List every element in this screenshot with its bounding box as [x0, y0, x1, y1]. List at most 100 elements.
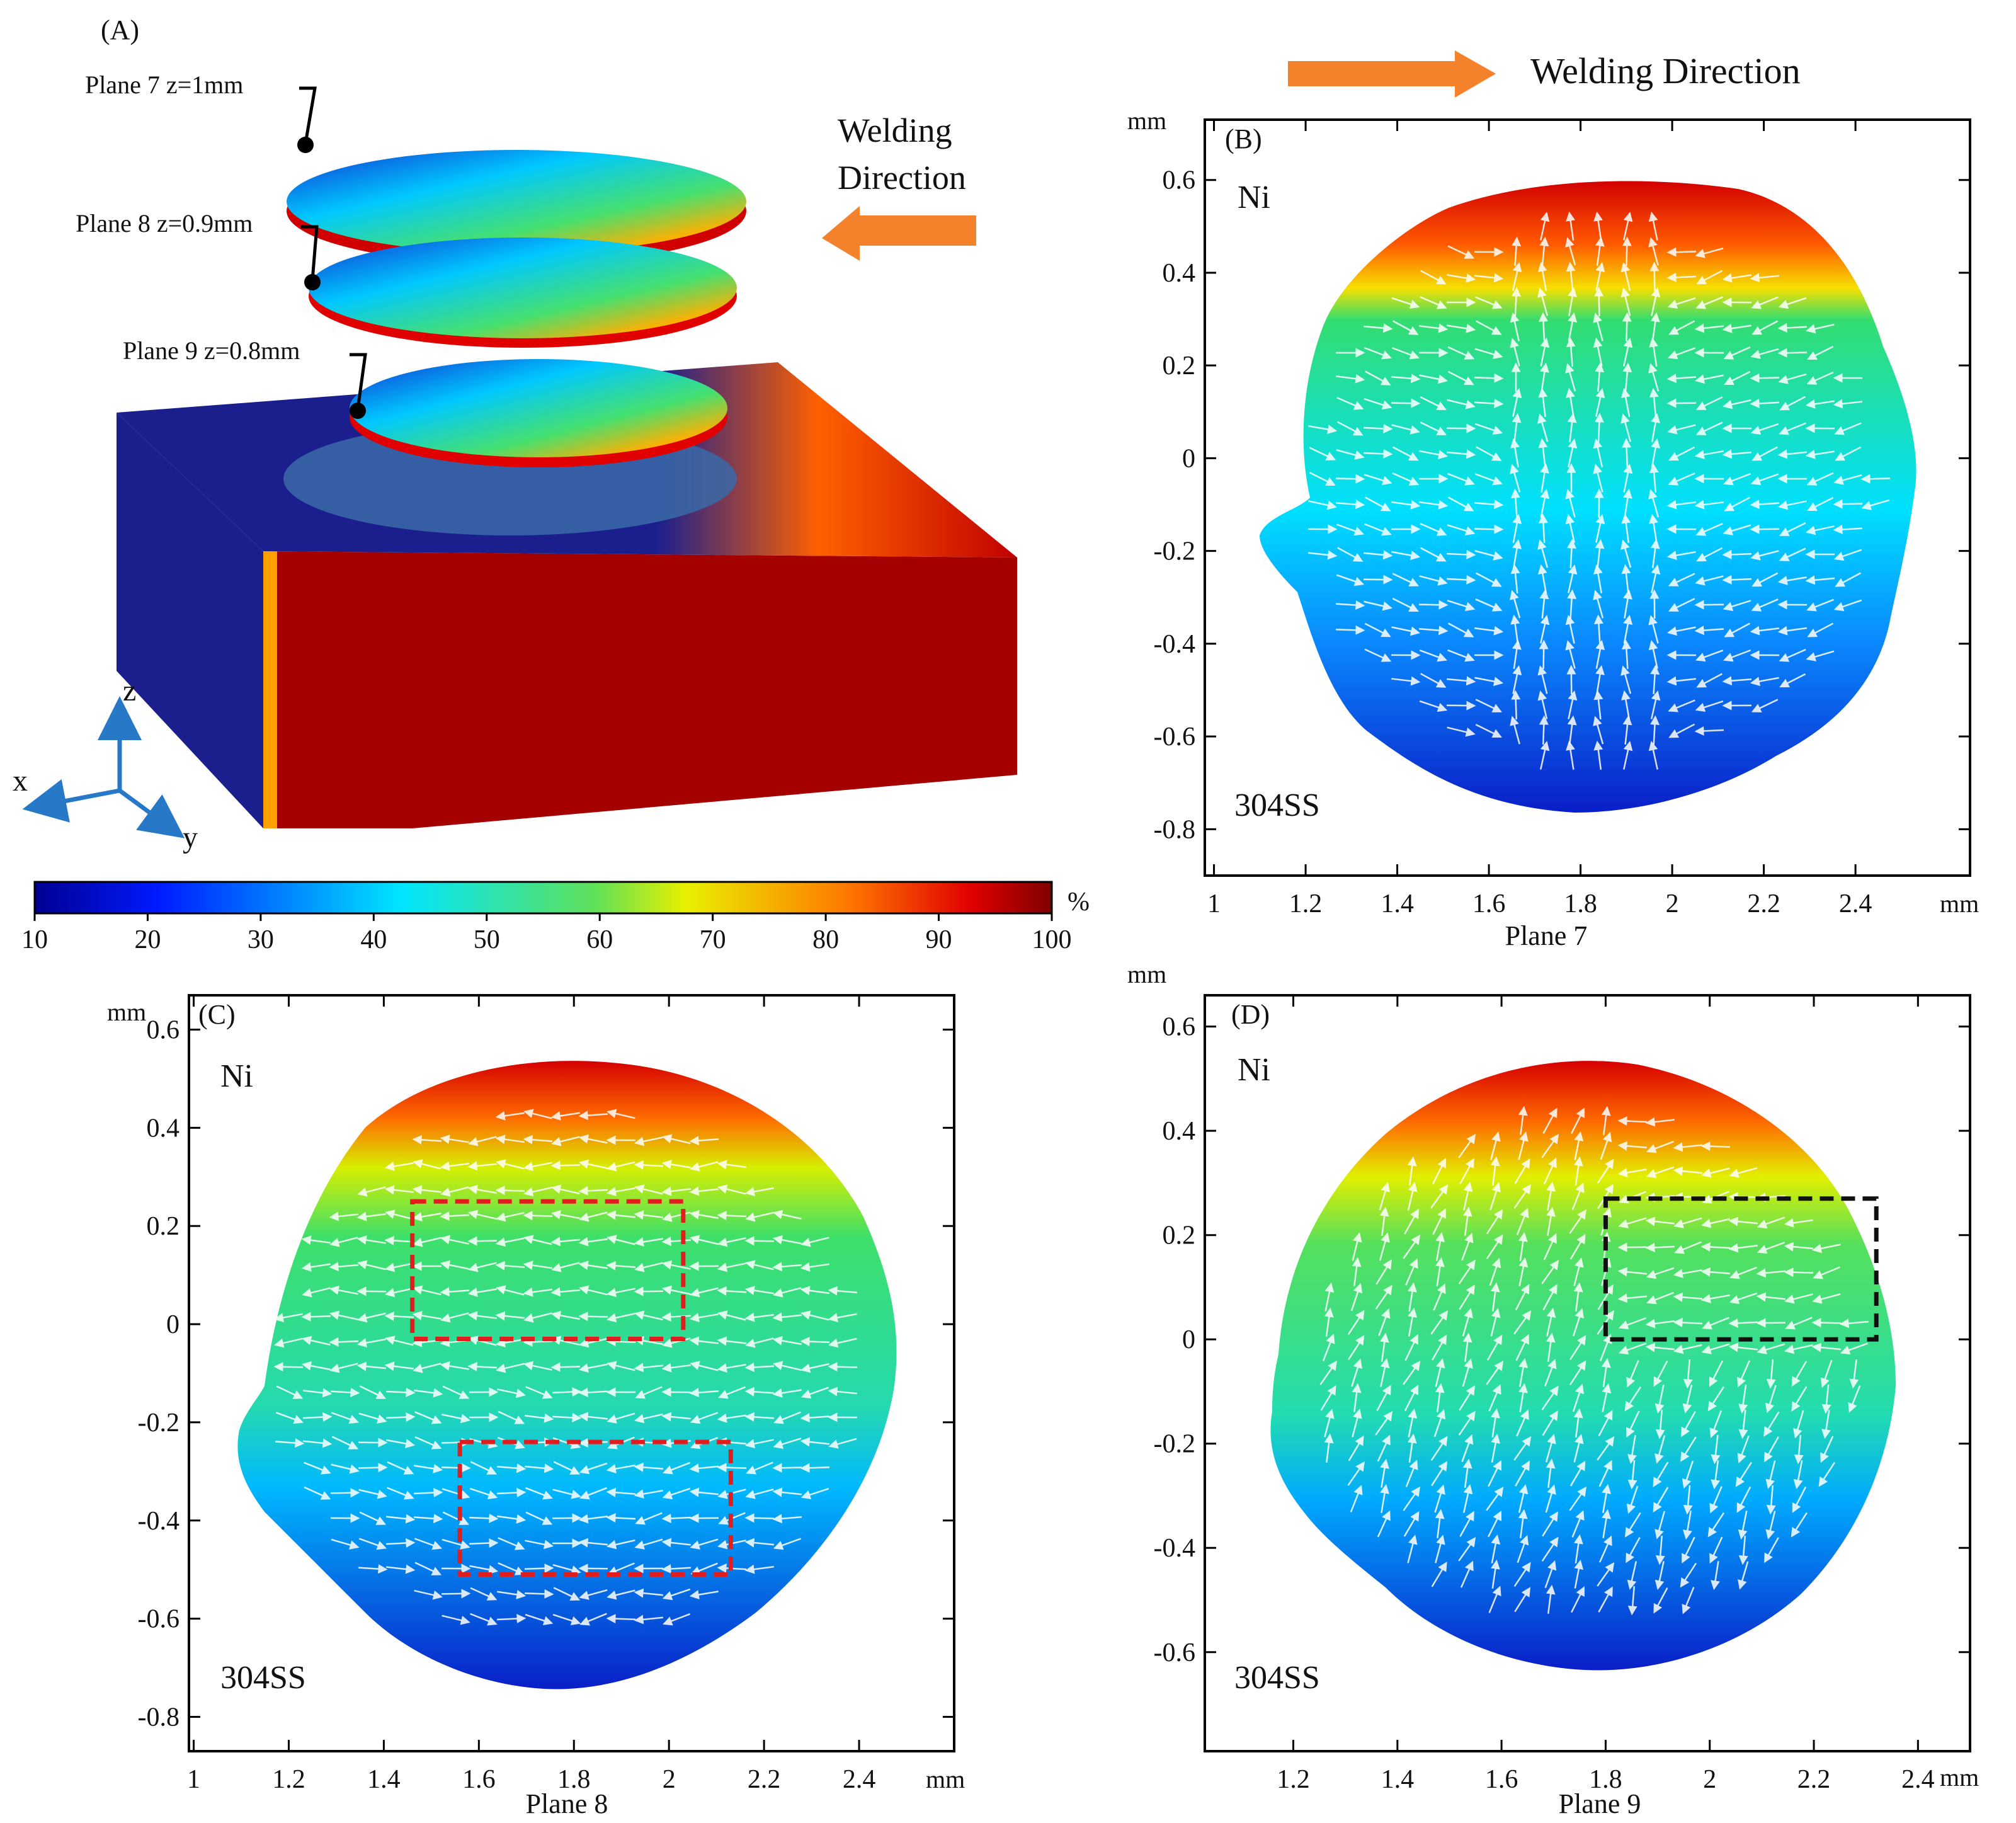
velocity-vector: [1565, 615, 1575, 644]
velocity-vector: [744, 1286, 774, 1295]
panel-c-label: (C): [198, 999, 236, 1030]
velocity-vector: [1597, 1158, 1614, 1184]
velocity-vector: [690, 1235, 719, 1245]
velocity-vector: [1833, 599, 1862, 612]
velocity-vector: [662, 1588, 691, 1601]
velocity-vector: [553, 1587, 581, 1601]
velocity-vector: [1650, 715, 1660, 745]
velocity-vector: [1645, 1216, 1675, 1226]
velocity-vector: [1627, 1586, 1637, 1616]
velocity-vector: [276, 1385, 304, 1399]
velocity-vector: [828, 1362, 858, 1372]
velocity-vector: [1513, 1310, 1532, 1335]
velocity-vector: [1447, 726, 1476, 737]
velocity-vector: [1600, 1131, 1612, 1160]
velocity-vector: [1569, 1360, 1586, 1386]
velocity-vector: [1568, 287, 1577, 316]
velocity-vector: [689, 1336, 719, 1346]
velocity-vector: [523, 1361, 552, 1371]
velocity-vector: [1541, 1134, 1559, 1158]
velocity-vector: [1750, 473, 1779, 486]
velocity-vector: [1835, 446, 1862, 461]
velocity-vector: [523, 1287, 552, 1297]
velocity-vector: [663, 1613, 691, 1626]
velocity-vector: [634, 1262, 663, 1272]
velocity-vector: [1806, 650, 1835, 661]
velocity-vector: [578, 1260, 608, 1271]
velocity-vector: [1626, 1410, 1640, 1438]
velocity-vector: [384, 1312, 414, 1322]
velocity-vector: [1595, 539, 1605, 569]
velocity-vector: [1407, 1433, 1417, 1463]
velocity-vector: [524, 1563, 554, 1574]
velocity-vector: [359, 1511, 387, 1525]
velocity-vector: [1648, 237, 1659, 266]
velocity-vector: [1695, 523, 1723, 536]
panel-d-x-unit: mm: [1940, 1763, 1979, 1792]
velocity-vector: [1723, 600, 1751, 611]
velocity-vector: [1538, 438, 1548, 467]
velocity-vector: [1486, 1234, 1503, 1260]
velocity-vector: [661, 1312, 692, 1322]
velocity-vector: [301, 1262, 331, 1272]
velocity-vector: [1518, 1509, 1528, 1538]
velocity-vector: [1627, 1561, 1637, 1590]
velocity-vector: [1567, 564, 1578, 593]
velocity-vector: [1750, 550, 1779, 561]
velocity-vector: [1793, 1460, 1803, 1490]
velocity-vector: [1779, 673, 1806, 688]
velocity-vector: [1655, 1409, 1665, 1439]
velocity-vector: [1571, 1182, 1585, 1210]
velocity-vector: [1593, 590, 1604, 619]
velocity-vector: [744, 1187, 774, 1197]
plane-labels: Plane 7 z=1mm Plane 8 z=0.9mm Plane 9 z=…: [76, 71, 367, 419]
velocity-vector: [1623, 589, 1632, 619]
velocity-vector: [550, 1287, 581, 1297]
velocity-vector: [1320, 1385, 1336, 1411]
velocity-vector: [1700, 1242, 1731, 1252]
velocity-vector: [1419, 649, 1447, 662]
velocity-vector: [1784, 1218, 1813, 1228]
velocity-vector: [1737, 1435, 1750, 1463]
velocity-vector: [1622, 236, 1632, 266]
velocity-vector: [1392, 598, 1419, 612]
panel-a-welding-arrow: [822, 206, 976, 261]
velocity-vector: [1476, 446, 1502, 461]
velocity-vector: [1766, 1485, 1776, 1515]
velocity-vector: [303, 1388, 333, 1398]
velocity-vector: [607, 1313, 635, 1323]
velocity-vector: [744, 1236, 775, 1246]
velocity-vector: [275, 1438, 305, 1448]
velocity-vector: [690, 1287, 719, 1298]
velocity-vector: [1380, 1358, 1390, 1387]
velocity-vector: [356, 1235, 386, 1245]
velocity-vector: [1517, 1534, 1529, 1563]
velocity-vector: [1667, 424, 1696, 435]
velocity-vector: [1683, 1511, 1692, 1540]
velocity-vector: [1861, 499, 1890, 510]
velocity-vector: [1364, 622, 1391, 637]
velocity-vector: [634, 1363, 664, 1373]
velocity-vector: [772, 1262, 802, 1272]
velocity-vector: [1812, 1293, 1841, 1304]
velocity-vector: [1403, 1234, 1421, 1259]
velocity-vector: [1667, 297, 1696, 309]
plane7-marker: [297, 137, 314, 153]
velocity-vector: [414, 1538, 443, 1550]
velocity-vector: [1700, 1141, 1731, 1152]
panel-c-y-unit: mm: [107, 998, 146, 1026]
velocity-vector: [1818, 1461, 1836, 1487]
velocity-vector: [1461, 1232, 1474, 1261]
velocity-vector: [1518, 1484, 1529, 1513]
velocity-vector: [1462, 1206, 1472, 1236]
velocity-vector: [1474, 524, 1504, 534]
velocity-vector: [635, 1512, 663, 1525]
velocity-vector: [1750, 500, 1780, 510]
velocity-vector: [607, 1161, 635, 1172]
velocity-vector: [1435, 1383, 1445, 1412]
velocity-vector: [1597, 1436, 1615, 1461]
velocity-vector: [440, 1235, 469, 1245]
velocity-vector: [1707, 1512, 1725, 1538]
velocity-vector: [1377, 1434, 1391, 1462]
velocity-vector: [800, 1386, 829, 1399]
